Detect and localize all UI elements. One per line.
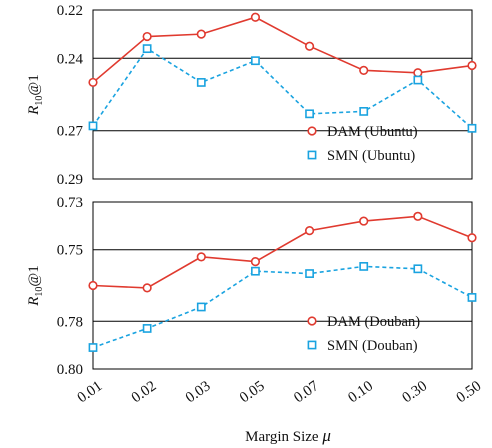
data-point (142, 324, 152, 333)
y-tick-label: 0.29 (57, 172, 83, 188)
bottom-series-lines (92, 215, 473, 349)
data-point (196, 252, 206, 262)
legend-marker (307, 316, 317, 326)
data-point (413, 75, 423, 85)
x-tick-label: 0.02 (129, 378, 160, 406)
data-point (251, 266, 260, 276)
y-tick-label: 0.80 (57, 362, 83, 378)
top-gridlines (93, 57, 472, 132)
legend-marker (307, 150, 317, 160)
data-point (142, 31, 152, 42)
bottom-gridlines (93, 249, 472, 322)
top-panel: 0.22 0.24 0.27 0.29 DAM (Ubuntu) SMN (Ubuntu… (26, 3, 477, 188)
data-point (250, 257, 261, 267)
bottom-series-markers (88, 211, 477, 352)
data-point (359, 107, 369, 116)
x-tick-labels: 0.01 0.02 0.03 0.05 0.07 0.10 0.30 0.50 (75, 378, 485, 406)
bottom-y-tick-labels: 0.73 0.75 0.78 0.80 (57, 195, 83, 378)
x-tick-label: 0.01 (75, 378, 106, 406)
y-tick-label: 0.24 (57, 51, 84, 67)
series-line (92, 47, 473, 129)
data-point (88, 280, 98, 291)
series-line (92, 16, 473, 84)
data-point (142, 283, 152, 293)
top-y-axis-label: R10@1 (26, 74, 45, 116)
data-point (88, 77, 98, 88)
data-point (359, 65, 369, 75)
x-tick-label: 0.30 (399, 378, 430, 406)
data-point (250, 12, 261, 22)
legend-label: SMN (Douban) (327, 338, 418, 354)
data-point (413, 211, 423, 221)
data-point (305, 269, 314, 278)
data-point (413, 68, 423, 78)
series-line (92, 215, 473, 289)
data-point (196, 29, 206, 39)
legend-marker (307, 340, 317, 350)
legend-label: DAM (Ubuntu) (327, 124, 418, 140)
x-tick-label: 0.05 (237, 378, 268, 406)
data-point (196, 302, 206, 312)
data-point (304, 41, 315, 51)
bottom-legend: DAM (Douban) SMN (Douban) (307, 314, 420, 354)
x-tick-label: 0.10 (345, 378, 376, 406)
data-point (413, 264, 423, 274)
x-axis-label: Margin Size μ (245, 426, 331, 445)
data-point (142, 44, 152, 54)
data-point (251, 56, 260, 66)
x-tick-label: 0.50 (454, 378, 485, 406)
series-line (92, 265, 473, 349)
top-series-lines (92, 16, 473, 129)
y-tick-label: 0.22 (57, 3, 83, 19)
data-point (467, 233, 477, 243)
bottom-panel: 0.73 0.75 0.78 0.80 DAM (Douban) SMN (Douban… (26, 195, 477, 378)
data-point (196, 78, 206, 87)
top-legend: DAM (Ubuntu) SMN (Ubuntu) (307, 124, 418, 164)
data-point (88, 121, 98, 131)
data-point (305, 109, 314, 119)
data-point (304, 226, 315, 236)
top-y-tick-labels: 0.22 0.24 0.27 0.29 (57, 3, 84, 188)
y-tick-label: 0.27 (57, 124, 84, 140)
legend-label: DAM (Douban) (327, 314, 420, 330)
data-point (467, 60, 477, 71)
data-point (467, 293, 477, 302)
data-point (359, 216, 369, 226)
y-tick-label: 0.75 (57, 243, 83, 259)
top-series-markers (88, 12, 477, 133)
legend-marker (307, 126, 317, 136)
legend-label: SMN (Ubuntu) (327, 148, 415, 164)
y-tick-label: 0.78 (57, 314, 83, 330)
x-tick-label: 0.03 (183, 378, 214, 406)
data-point (88, 343, 98, 352)
bottom-y-axis-label: R10@1 (26, 265, 45, 307)
data-point (359, 262, 369, 271)
y-tick-label: 0.73 (57, 195, 83, 211)
x-tick-label: 0.07 (291, 378, 322, 406)
top-plot-frame (92, 9, 473, 180)
data-point (467, 123, 477, 133)
